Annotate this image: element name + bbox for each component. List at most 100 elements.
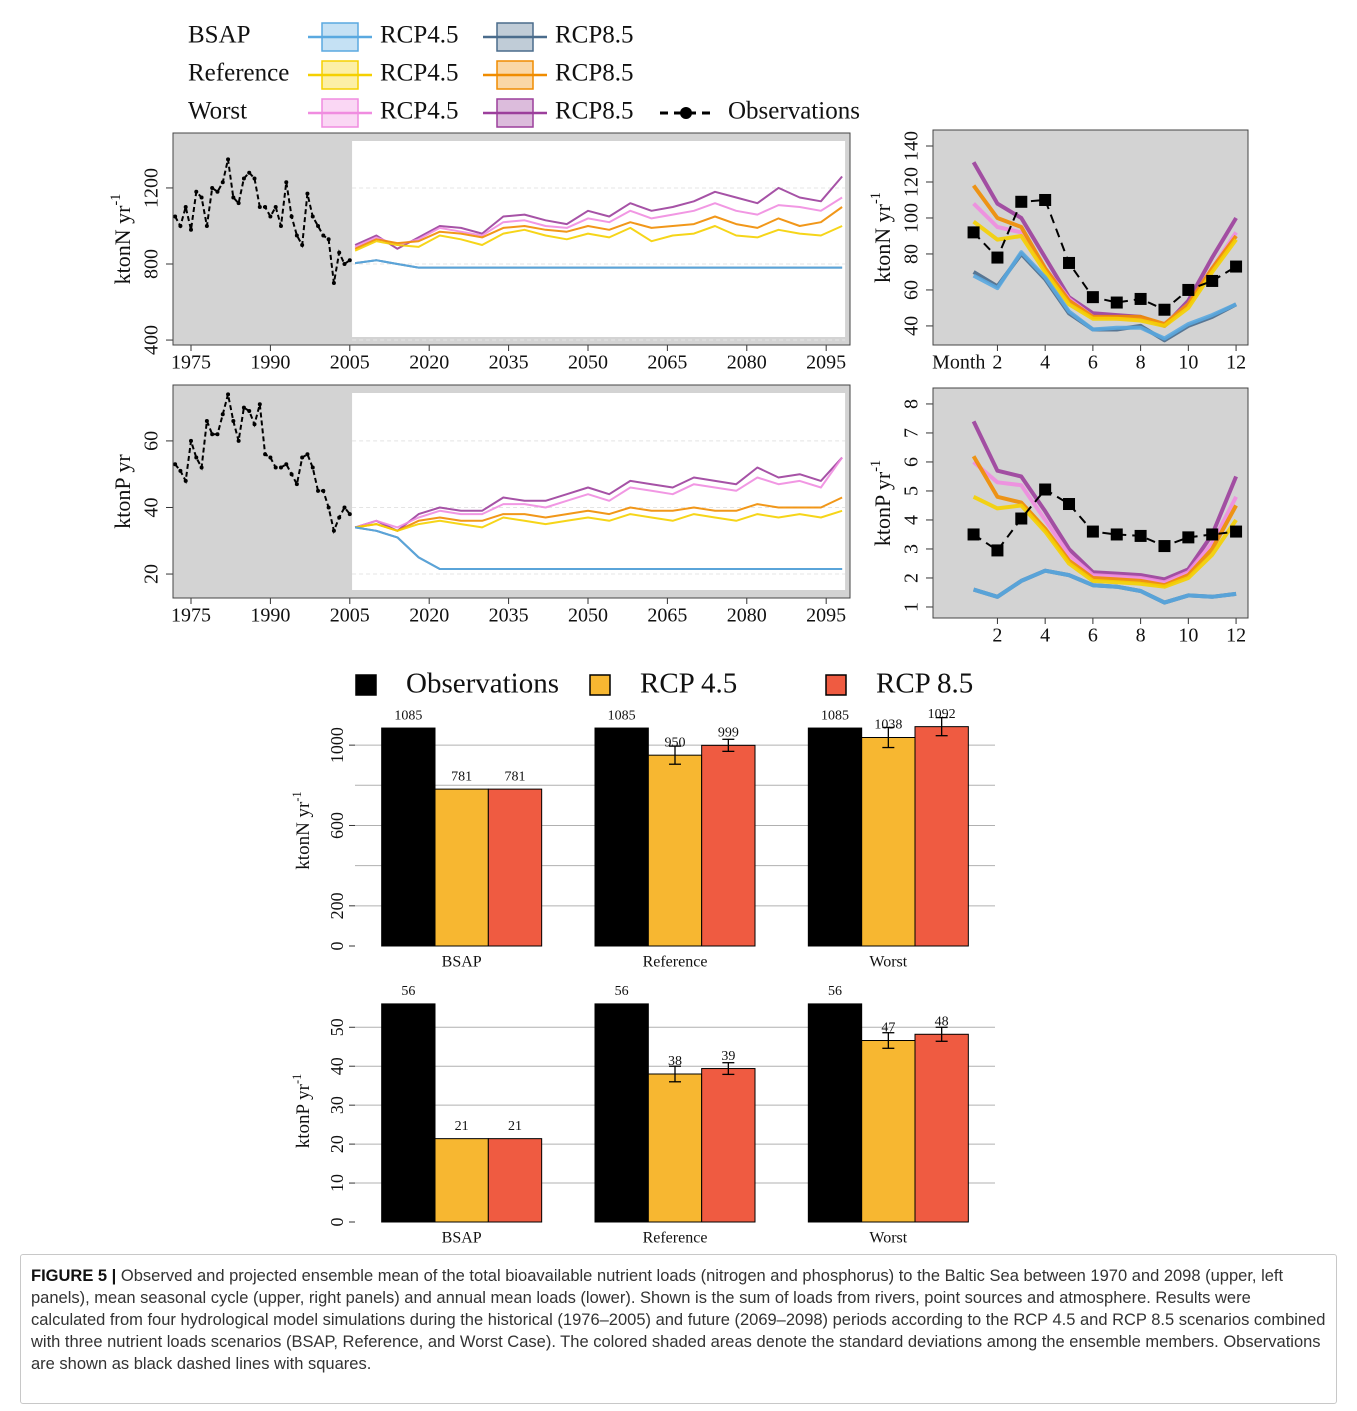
observation-marker xyxy=(1182,531,1195,544)
bar xyxy=(487,788,543,947)
observation-marker xyxy=(273,204,278,209)
x-tick-label: 2065 xyxy=(647,605,687,627)
y-tick-label: 2 xyxy=(901,573,923,583)
value-label: 781 xyxy=(505,769,526,784)
observation-marker xyxy=(263,452,268,457)
series-line xyxy=(972,495,1238,589)
observation-marker xyxy=(1158,540,1171,553)
y-tick-label: 400 xyxy=(141,325,163,355)
observation-marker xyxy=(263,204,268,209)
observation-marker xyxy=(342,505,347,510)
value-label: 1038 xyxy=(874,718,902,733)
bar xyxy=(594,1003,649,1223)
value-label: 781 xyxy=(451,769,472,784)
y-tick-label: 1200 xyxy=(141,168,163,208)
observation-marker xyxy=(236,438,241,443)
x-tick-label: 1975 xyxy=(171,352,211,374)
y-tick-label: 0 xyxy=(327,1218,347,1227)
observation-marker xyxy=(194,189,199,194)
x-tick-label: 2050 xyxy=(568,352,608,374)
x-tick-label: 2035 xyxy=(489,605,529,627)
bar xyxy=(647,1073,703,1223)
x-tick-label: 2095 xyxy=(806,352,846,374)
observation-marker xyxy=(967,226,980,239)
series-line xyxy=(972,460,1238,585)
observation-marker xyxy=(289,214,294,219)
observation-marker xyxy=(173,214,178,219)
legend-marker xyxy=(680,107,692,119)
bar xyxy=(647,754,703,947)
x-tick-label: 1990 xyxy=(250,352,290,374)
observation-marker xyxy=(1134,292,1147,305)
observation-marker xyxy=(188,438,193,443)
legend-group-label: Reference xyxy=(188,60,289,87)
observation-marker xyxy=(226,157,231,162)
x-tick-label: 10 xyxy=(1178,625,1198,647)
y-axis-label-text: ktonP yr xyxy=(293,1083,314,1148)
legend-label: RCP8.5 xyxy=(555,98,634,125)
observation-marker xyxy=(1230,525,1243,538)
observation-marker xyxy=(199,195,204,200)
x-tick-label: 1990 xyxy=(250,605,290,627)
y-axis-label-sup: -1 xyxy=(868,460,884,472)
observation-marker xyxy=(183,478,188,483)
observation-marker xyxy=(204,418,209,423)
x-tick-label: 8 xyxy=(1136,352,1146,374)
observation-marker xyxy=(321,488,326,493)
x-tick-label: 2035 xyxy=(489,352,529,374)
plot-frame xyxy=(932,129,1249,346)
legend-swatch xyxy=(355,674,377,696)
observation-marker xyxy=(199,465,204,470)
x-tick-label: BSAP xyxy=(442,954,482,971)
observation-marker xyxy=(347,258,352,263)
observation-marker xyxy=(316,223,321,228)
x-tick-label: Worst xyxy=(869,954,907,971)
observation-marker xyxy=(194,455,199,460)
x-tick-label: 2 xyxy=(992,352,1002,374)
y-axis-label-text: ktonN yr xyxy=(870,203,895,283)
x-tick-label: 10 xyxy=(1178,352,1198,374)
bar xyxy=(701,744,756,947)
observation-marker xyxy=(305,452,310,457)
y-tick-label: 7 xyxy=(901,428,923,438)
observation-marker xyxy=(1158,303,1171,316)
observation-marker xyxy=(178,468,183,473)
observation-marker xyxy=(316,488,321,493)
observation-marker xyxy=(1015,195,1028,208)
bar xyxy=(807,727,863,947)
y-tick-label: 60 xyxy=(901,280,923,300)
observation-line xyxy=(174,394,351,535)
observation-marker xyxy=(1086,525,1099,538)
y-tick-label: 0 xyxy=(327,942,347,951)
observation-marker xyxy=(183,204,188,209)
x-tick-label: Worst xyxy=(869,1230,907,1247)
value-label: 1085 xyxy=(608,708,636,723)
observation-marker xyxy=(991,544,1004,557)
observation-marker xyxy=(241,176,246,181)
legend-label: RCP 8.5 xyxy=(876,668,973,700)
observation-marker xyxy=(188,227,193,232)
legend-label: RCP4.5 xyxy=(380,98,459,125)
y-tick-label: 80 xyxy=(901,244,923,264)
value-label: 21 xyxy=(455,1119,469,1134)
series-line xyxy=(354,456,843,532)
plot-frame xyxy=(172,132,851,346)
observation-marker xyxy=(1206,274,1219,287)
observation-marker xyxy=(1134,529,1147,542)
observation-marker xyxy=(273,465,278,470)
plot-background xyxy=(933,130,1248,345)
observation-marker xyxy=(1206,528,1219,541)
observation-marker xyxy=(173,462,178,467)
bar xyxy=(914,1033,969,1223)
observation-marker xyxy=(268,455,273,460)
y-tick-label: 3 xyxy=(901,544,923,554)
y-tick-label: 140 xyxy=(901,131,923,161)
error-bar xyxy=(669,745,681,765)
series-line xyxy=(354,526,843,570)
observation-marker xyxy=(247,408,252,413)
series-line xyxy=(354,496,843,532)
y-axis-label-sup: -1 xyxy=(868,192,884,204)
series-line xyxy=(354,196,843,248)
y-tick-label: 30 xyxy=(327,1096,347,1114)
